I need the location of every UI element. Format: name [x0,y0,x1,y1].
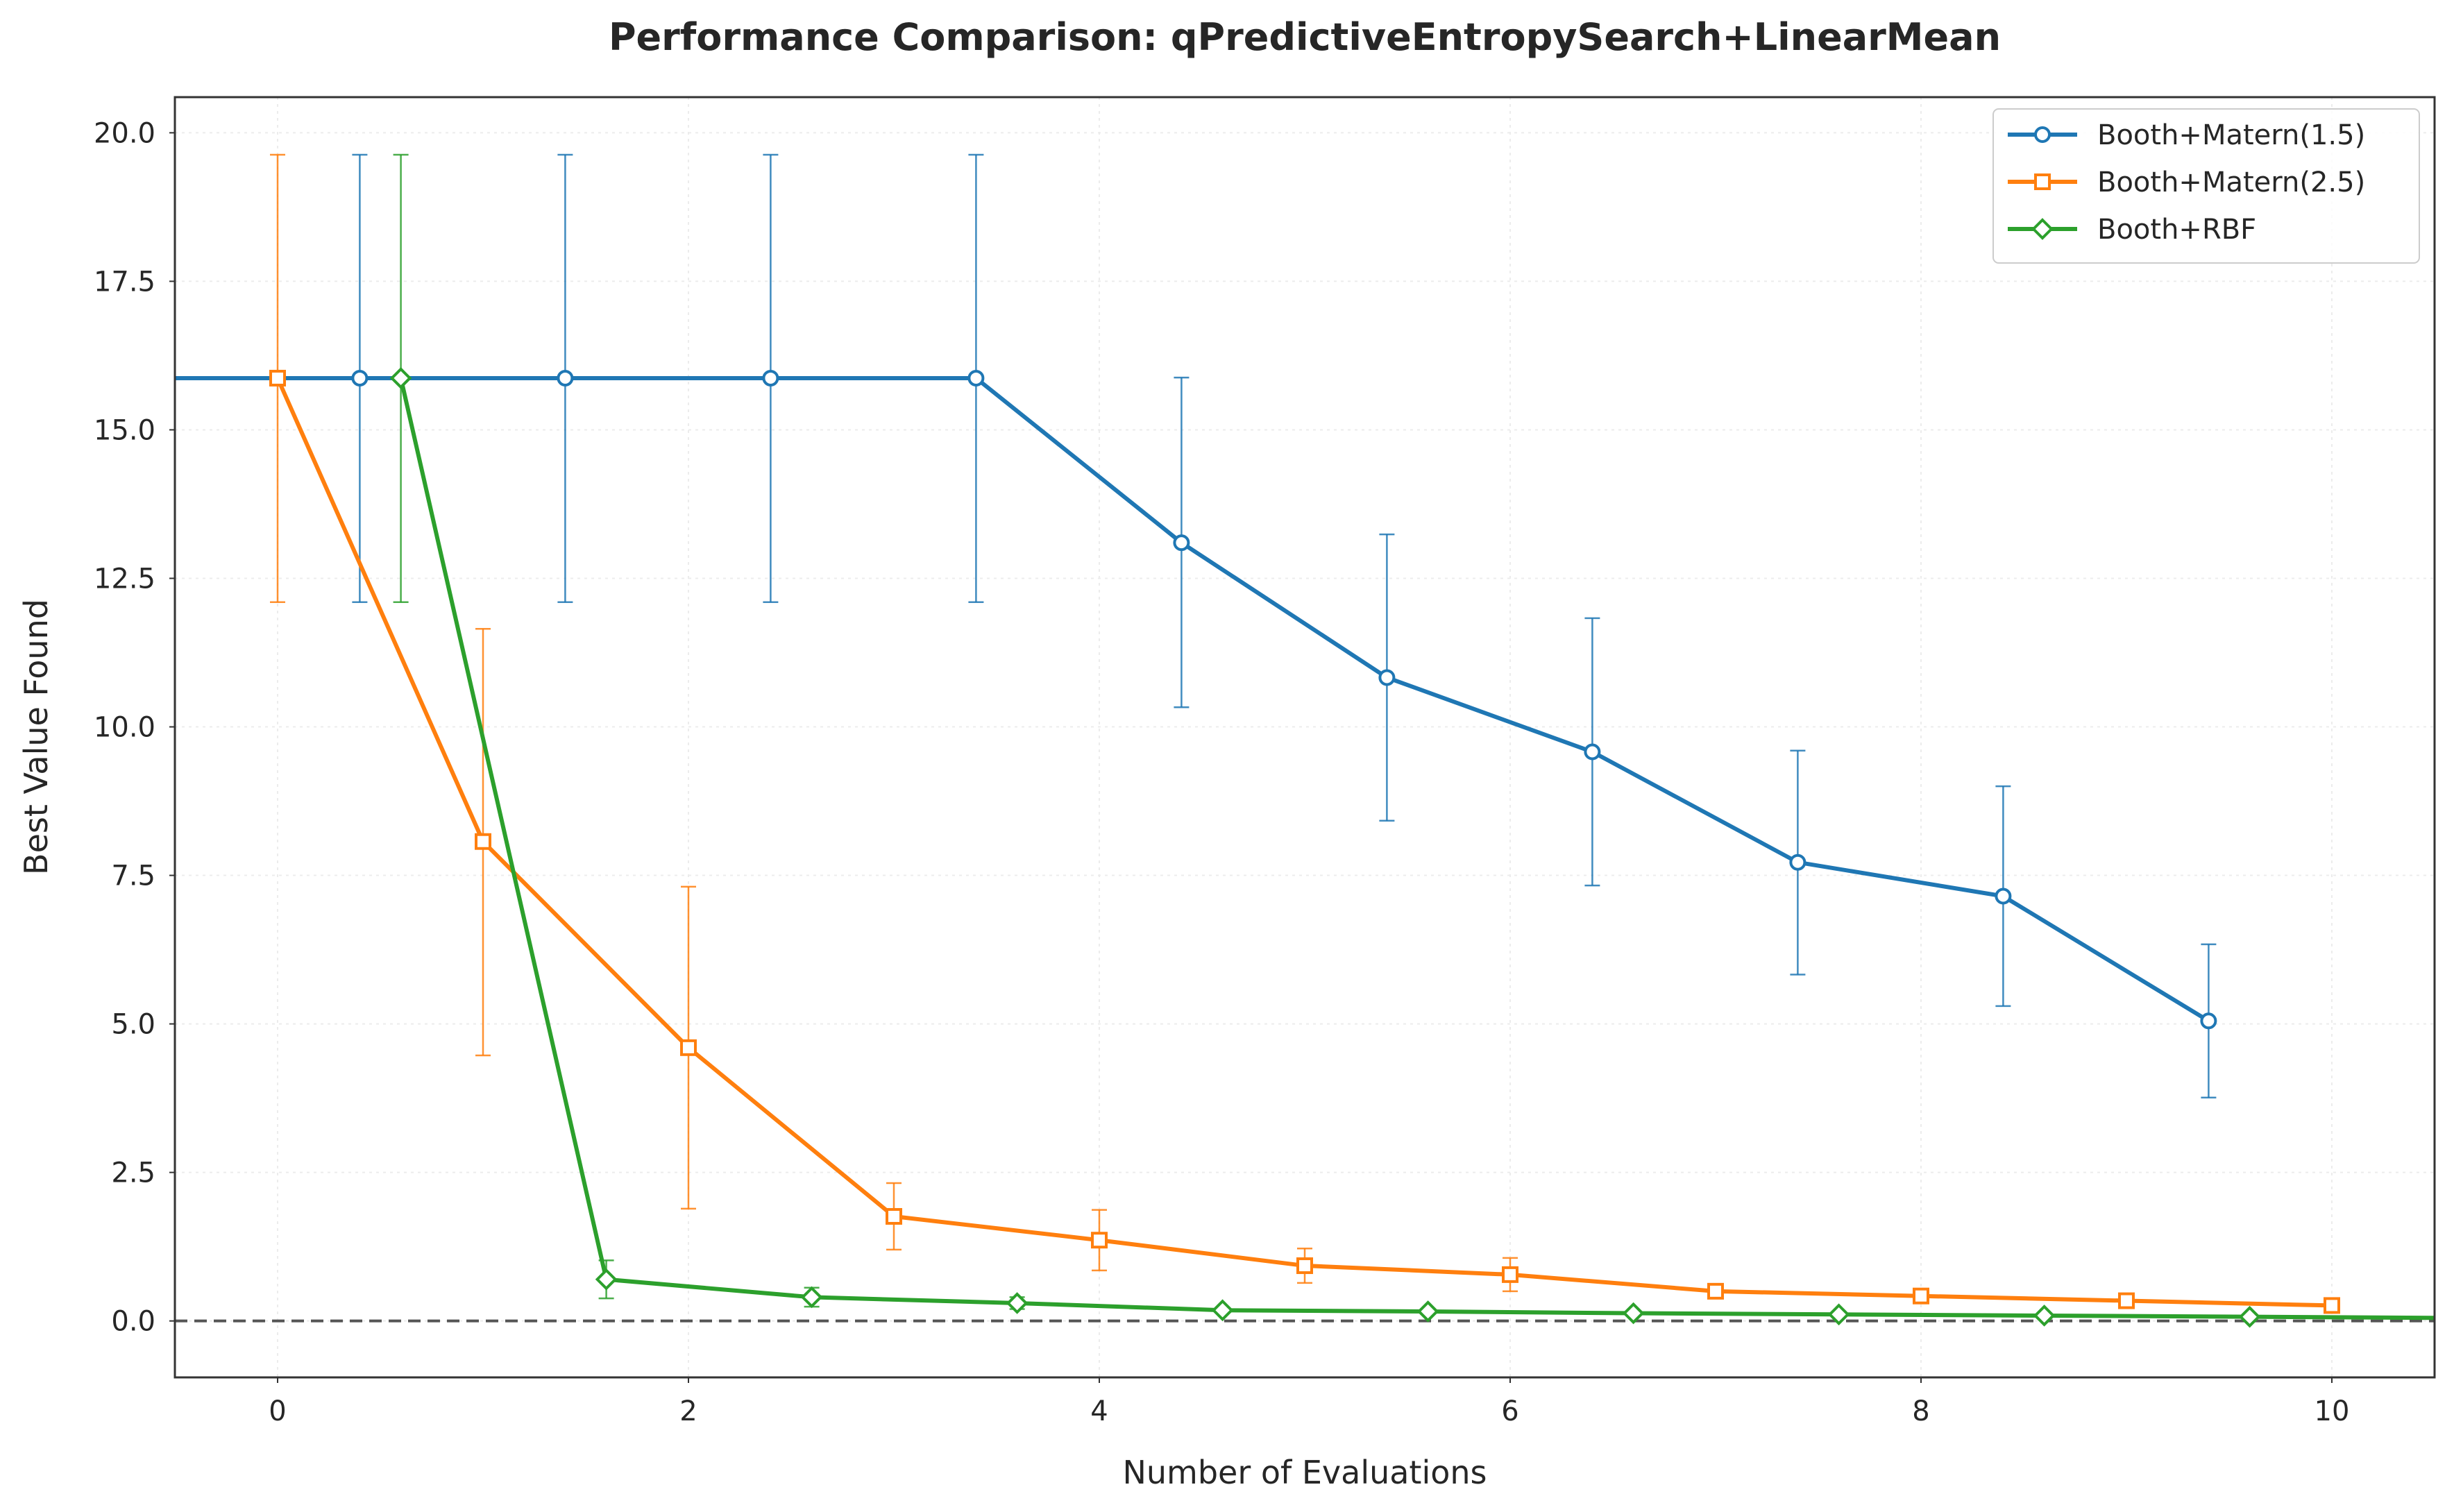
chart-title: Performance Comparison: qPredictiveEntro… [609,15,2001,59]
y-tick-label: 2.5 [111,1157,155,1189]
legend-label: Booth+Matern(2.5) [2097,167,2365,198]
x-tick-label: 6 [1501,1395,1518,1427]
data-point [1211,1299,1234,1322]
y-tick-label: 17.5 [94,266,155,298]
data-point [680,1039,697,1056]
data-point [475,833,491,850]
series-line [398,377,2435,1320]
y-tick-label: 7.5 [111,860,155,892]
series-3 [389,153,2454,1328]
data-point [800,1286,823,1309]
data-point [389,367,412,389]
data-point [2033,1305,2056,1327]
data-point [1006,1292,1029,1314]
y-tick-label: 0.0 [111,1306,155,1338]
data-point [557,369,574,387]
data-point [2324,1297,2340,1314]
legend: Booth+Matern(1.5) Booth+Matern(2.5) Booth+… [1992,108,2420,264]
y-tick-label: 15.0 [94,414,155,446]
plot-series-layer [147,153,2454,1328]
series-1 [147,153,2217,1099]
y-tick-label: 5.0 [111,1009,155,1041]
data-point [1091,1232,1108,1249]
legend-label: Booth+Matern(1.5) [2097,119,2365,151]
legend-label: Booth+RBF [2097,214,2256,246]
series-2 [269,153,2340,1314]
data-point [2446,1309,2454,1327]
x-tick-label: 4 [1090,1395,1108,1427]
legend-box [1992,108,2420,264]
data-point [2118,1292,2135,1309]
data-point [1995,887,2012,905]
data-point [1378,669,1396,686]
data-point [1827,1303,1850,1326]
x-axis-label: Number of Evaluations [1122,1454,1487,1491]
data-point [269,369,286,387]
data-point [147,371,161,385]
data-point [1707,1282,1724,1300]
data-point [1296,1257,1313,1275]
x-tick-label: 8 [1912,1395,1929,1427]
data-point [1622,1302,1645,1325]
plot-frame [174,96,2436,1379]
y-axis-ticks: 0.0 2.5 5.0 7.5 10.0 12.5 15.0 17.5 20.0 [94,117,175,1338]
data-point [2200,1012,2217,1030]
data-point [1502,1266,1518,1283]
grid-lines [175,97,2435,1377]
x-tick-label: 10 [2315,1395,2350,1427]
y-tick-label: 12.5 [94,563,155,595]
legend-marker [2034,173,2051,190]
data-point [1416,1300,1439,1323]
data-point [351,369,369,387]
y-tick-label: 20.0 [94,117,155,149]
y-tick-label: 10.0 [94,712,155,744]
data-point [1789,853,1806,871]
data-point [762,369,779,387]
data-point [1913,1287,1929,1305]
data-point [2238,1305,2261,1328]
x-axis-ticks: 0 2 4 6 8 10 [269,1377,2349,1427]
data-point [886,1207,902,1225]
y-axis-label: Best Value Found [17,599,55,875]
x-tick-label: 2 [679,1395,697,1427]
series-line [276,377,2333,1308]
data-point [595,1268,618,1291]
legend-marker [2034,126,2051,143]
x-tick-label: 0 [269,1395,286,1427]
data-point [1173,534,1190,552]
data-point [967,369,985,387]
data-point [1584,743,1601,761]
legend-marker [2031,218,2054,240]
